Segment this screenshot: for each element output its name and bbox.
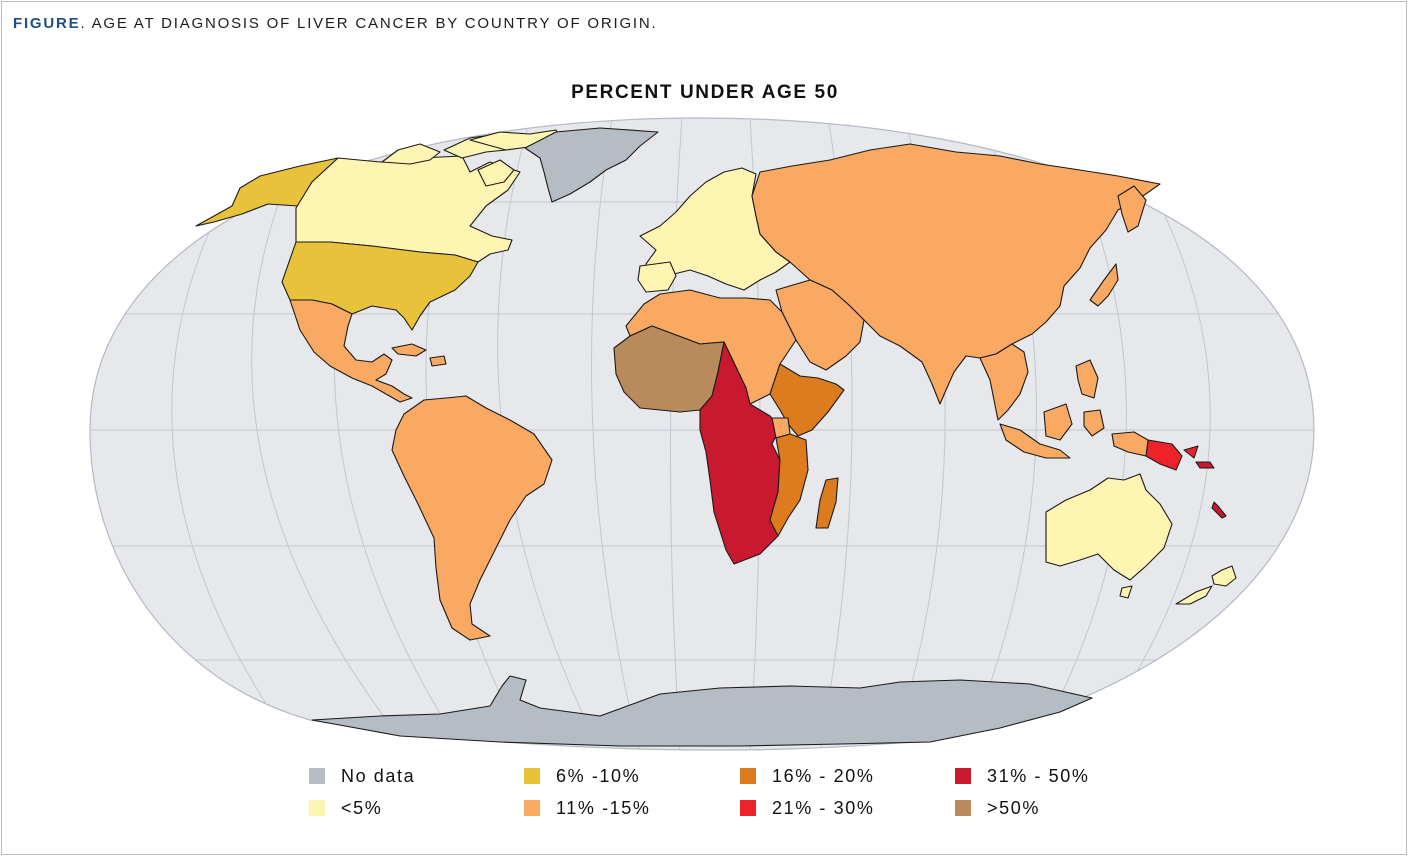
region-east-africa [769, 433, 809, 537]
meridian-line [1109, 149, 1211, 716]
region-png-islands [1183, 445, 1199, 459]
region-new-zealand [1175, 585, 1213, 605]
region-iberia [637, 261, 677, 293]
region-indonesia [1083, 409, 1105, 437]
figure-label: FIGURE [13, 15, 81, 32]
legend-swatch-16-20 [740, 768, 756, 784]
legend-item-16-20: 16% - 20% [740, 766, 874, 786]
meridian-line [171, 169, 271, 711]
legend-item-no-data: No data [309, 766, 415, 786]
legend-swatch-31-50 [955, 768, 971, 784]
legend-swatch-gt50 [955, 800, 971, 816]
region-indonesia [999, 423, 1071, 459]
meridian-line [251, 149, 391, 726]
region-vanuatu [1211, 501, 1227, 519]
region-south-america [391, 395, 553, 641]
meridian-line [591, 118, 641, 751]
legend-item-31-50: 31% - 50% [955, 766, 1089, 786]
map-title: PERCENT UNDER AGE 50 [571, 82, 839, 103]
region-canadian-arctic-islands [381, 143, 441, 165]
region-canadian-arctic-islands [477, 159, 515, 187]
legend-item-21-30: 21% - 30% [740, 798, 874, 818]
legend-label-11-15: 11% -15% [556, 797, 651, 818]
region-australia [1045, 473, 1173, 581]
legend-label-lt5: <5% [341, 797, 383, 818]
legend-swatch-6-10 [524, 768, 540, 784]
legend-swatch-21-30 [740, 800, 756, 816]
figure-caption: FIGURE. AGE AT DIAGNOSIS OF LIVER CANCER… [13, 15, 657, 32]
legend-swatch-lt5 [309, 800, 325, 816]
region-western-new-guinea [1111, 431, 1149, 457]
region-japan [1089, 263, 1119, 307]
figure-caption-text: . AGE AT DIAGNOSIS OF LIVER CANCER BY CO… [80, 15, 658, 32]
legend-label-6-10: 6% -10% [556, 765, 641, 786]
region-solomon-islands [1195, 461, 1215, 469]
region-caribbean [429, 355, 447, 367]
meridian-line [669, 118, 683, 751]
region-indonesia [1043, 403, 1073, 441]
legend-label-21-30: 21% - 30% [772, 797, 875, 818]
region-caribbean [391, 343, 427, 357]
legend-label-gt50: >50% [987, 797, 1040, 818]
legend-item-11-15: 11% -15% [524, 798, 651, 818]
legend-swatch-no-data [309, 768, 325, 784]
region-new-zealand [1211, 565, 1237, 587]
legend-swatch-11-15 [524, 800, 540, 816]
region-philippines [1075, 359, 1099, 399]
region-greenland [524, 127, 659, 203]
legend-label-no-data: No data [341, 765, 416, 786]
legend-item-lt5: <5% [309, 798, 382, 818]
region-tasmania [1119, 585, 1133, 599]
region-antarctica [311, 675, 1093, 747]
region-kamchatka [1117, 185, 1147, 233]
legend-label-31-50: 31% - 50% [987, 765, 1090, 786]
legend-item-gt50: >50% [955, 798, 1040, 818]
legend-item-6-10: 6% -10% [524, 766, 640, 786]
region-mexico-central-america [289, 299, 413, 403]
legend-label-16-20: 16% - 20% [772, 765, 875, 786]
region-madagascar [815, 477, 839, 529]
region-southeast-asia [979, 343, 1029, 421]
